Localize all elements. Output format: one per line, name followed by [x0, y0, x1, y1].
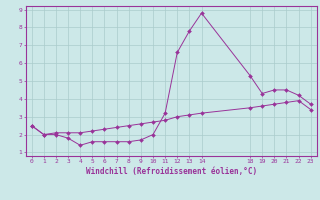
X-axis label: Windchill (Refroidissement éolien,°C): Windchill (Refroidissement éolien,°C)	[86, 167, 257, 176]
